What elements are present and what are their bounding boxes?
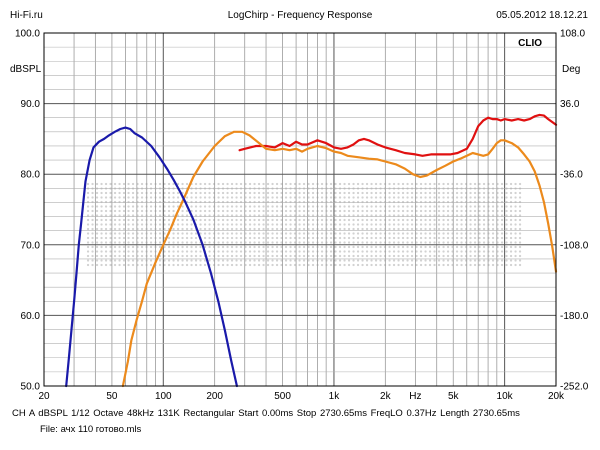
x-tick-label: 2k [380, 391, 392, 402]
y-tick-label-left: 70.0 [21, 240, 41, 251]
y-tick-label-left: 100.0 [15, 29, 40, 40]
file-name: File: ачх 110 готово.mls [40, 424, 142, 435]
ylabel-left: dBSPL [10, 64, 42, 75]
header-timestamp: 05.05.2012 18.12.21 [496, 10, 588, 21]
header-site: Hi-Fi.ru [10, 10, 43, 21]
y-tick-label-right: 108.0 [560, 29, 585, 40]
watermark [86, 182, 522, 267]
y-tick-label-right: -108.0 [560, 240, 589, 251]
y-tick-label-left: 90.0 [21, 99, 41, 110]
series-line-2 [121, 130, 558, 388]
axis-labels: 20 50 100 200 500 1k 2k Hz 5k 10k 20k 100.0 90.0 80.0… [15, 29, 589, 403]
series-layer [65, 113, 558, 388]
x-tick-label: 5k [448, 391, 460, 402]
x-tick-label: 20k [548, 391, 565, 402]
y-tick-label-right: -36.0 [560, 170, 583, 181]
x-tick-label: 10k [497, 391, 514, 402]
y-tick-label-right: 36.0 [560, 99, 580, 110]
series-line-1 [238, 113, 558, 157]
brand-label: CLIO [518, 38, 542, 49]
x-tick-label: 50 [106, 391, 118, 402]
series-line-3 [65, 126, 238, 388]
plot-frame [43, 32, 557, 387]
y-tick-label-right: -180.0 [560, 311, 589, 322]
grid [44, 33, 556, 386]
x-tick-label: 200 [206, 391, 223, 402]
ylabel-right: Deg [562, 64, 580, 75]
y-tick-label-left: 80.0 [21, 170, 41, 181]
x-tick-label: Hz [409, 391, 421, 402]
x-tick-label: 1k [329, 391, 341, 402]
y-tick-label-right: -252.0 [560, 382, 589, 393]
y-tick-label-left: 50.0 [21, 382, 41, 393]
x-tick-label: 20 [38, 391, 50, 402]
x-tick-label: 500 [274, 391, 291, 402]
x-tick-label: 100 [155, 391, 172, 402]
measurement-info: CH A dBSPL 1/12 Octave 48kHz 131K Rectan… [12, 408, 520, 419]
chart-title: LogChirp - Frequency Response [227, 10, 373, 21]
y-tick-label-left: 60.0 [21, 311, 41, 322]
